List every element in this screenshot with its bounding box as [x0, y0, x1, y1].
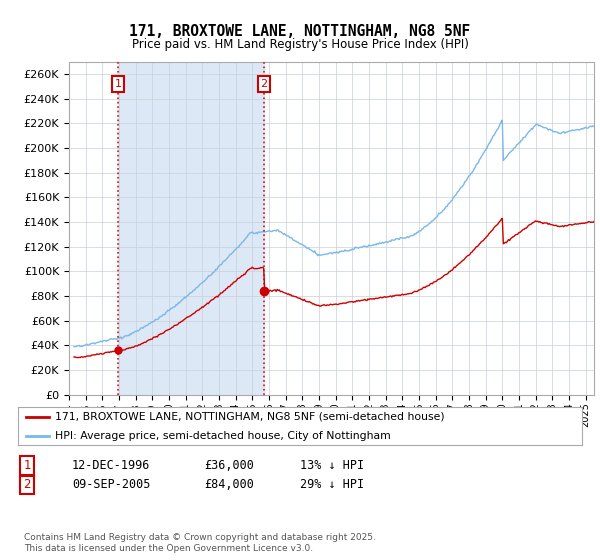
Text: 1: 1 [115, 79, 122, 89]
Text: Contains HM Land Registry data © Crown copyright and database right 2025.
This d: Contains HM Land Registry data © Crown c… [24, 533, 376, 553]
Text: 171, BROXTOWE LANE, NOTTINGHAM, NG8 5NF: 171, BROXTOWE LANE, NOTTINGHAM, NG8 5NF [130, 24, 470, 39]
Text: Price paid vs. HM Land Registry's House Price Index (HPI): Price paid vs. HM Land Registry's House … [131, 38, 469, 50]
Text: 2: 2 [23, 478, 31, 492]
Text: £36,000: £36,000 [204, 459, 254, 473]
Text: 13% ↓ HPI: 13% ↓ HPI [300, 459, 364, 473]
Text: 12-DEC-1996: 12-DEC-1996 [72, 459, 151, 473]
Text: 09-SEP-2005: 09-SEP-2005 [72, 478, 151, 492]
Bar [118, 62, 264, 395]
Text: 2: 2 [260, 79, 268, 89]
Text: HPI: Average price, semi-detached house, City of Nottingham: HPI: Average price, semi-detached house,… [55, 431, 391, 441]
Text: 29% ↓ HPI: 29% ↓ HPI [300, 478, 364, 492]
Text: £84,000: £84,000 [204, 478, 254, 492]
Text: 171, BROXTOWE LANE, NOTTINGHAM, NG8 5NF (semi-detached house): 171, BROXTOWE LANE, NOTTINGHAM, NG8 5NF … [55, 412, 444, 422]
Text: 1: 1 [23, 459, 31, 473]
